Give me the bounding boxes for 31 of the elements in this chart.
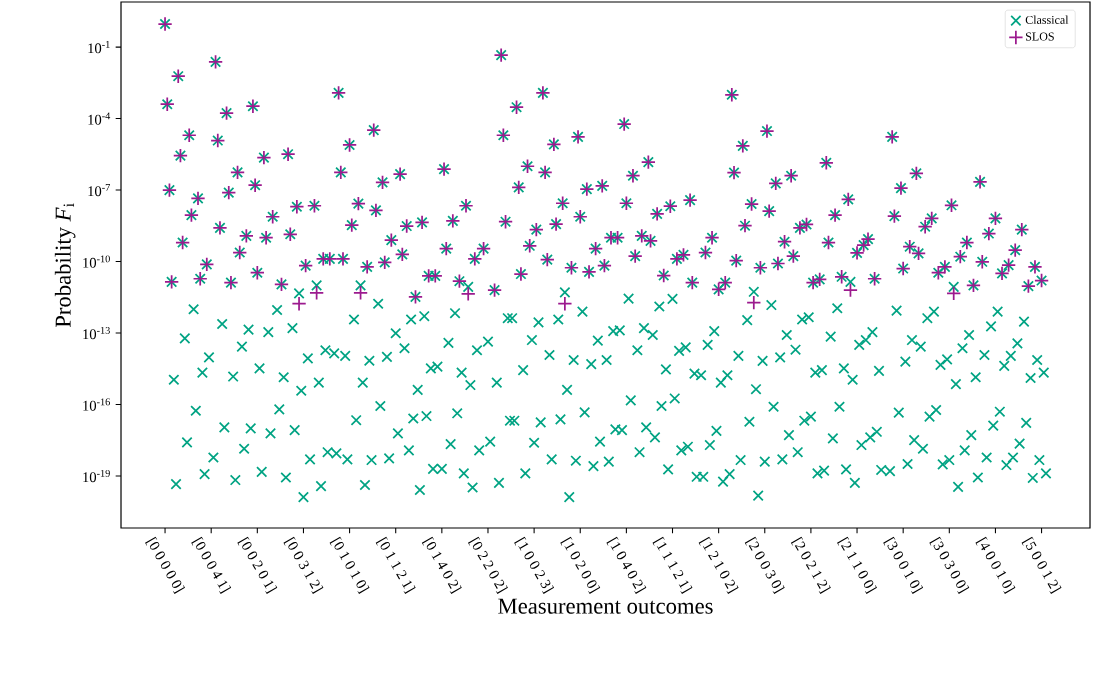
x-tick-label: [2 1 1 0 0]	[837, 536, 877, 594]
y-tick-label: 10$^{-13}$	[83, 326, 110, 340]
x-tick-label: [3 0 3 0 0]	[929, 536, 970, 594]
y-tick-label: 10$^{-4}$	[88, 112, 111, 125]
x-tick-label: [2 0 0 3 0]	[744, 536, 785, 594]
x-tick-label: [0 0 3 1 2]	[283, 536, 324, 594]
y-tick-label: 10$^{-7}$	[88, 184, 110, 197]
x-tick-label: [1 1 1 2 1]	[652, 536, 693, 594]
x-tick-label: [0 1 4 0 2]	[421, 536, 462, 594]
y-tick-label: 10$^{-10}$	[83, 255, 110, 268]
x-tick-label: [1 2 1 0 2]	[698, 536, 739, 594]
x-axis-title: Measurement outcomes	[498, 598, 713, 614]
y-tick-label: 10$^{-1}$	[88, 40, 110, 54]
x-tick-label: [0 0 2 0 1]	[237, 536, 278, 594]
x-tick-label: [0 1 1 2 1]	[375, 536, 416, 594]
y-axis-title: Probability F$_{i}$	[54, 203, 76, 328]
y-tick-label: 10$^{-16}$	[83, 398, 110, 411]
x-tick-label: [0 0 0 0 0]	[145, 536, 186, 594]
x-tick-label: [4 0 0 1 0]	[975, 536, 1016, 594]
x-tick-label: [1 0 2 0 0]	[560, 536, 601, 594]
x-tick-label: [0 0 0 4 1]	[191, 536, 232, 594]
y-tick-label: 10$^{-19}$	[83, 469, 110, 483]
x-tick-label: [2 0 2 1 2]	[790, 536, 831, 594]
x-tick-label: [0 1 0 1 0]	[329, 536, 370, 594]
x-tick-label: [0 2 2 0 2]	[468, 536, 508, 594]
x-tick-label: [5 0 0 1 2]	[1021, 536, 1062, 594]
x-tick-label: [1 0 0 2 3]	[514, 536, 555, 594]
legend-label: Classical	[1025, 15, 1069, 24]
legend-label: SLOS	[1026, 32, 1054, 41]
x-tick-label: [3 0 0 1 0]	[883, 536, 924, 594]
x-tick-label: [1 0 4 0 2]	[606, 536, 647, 594]
